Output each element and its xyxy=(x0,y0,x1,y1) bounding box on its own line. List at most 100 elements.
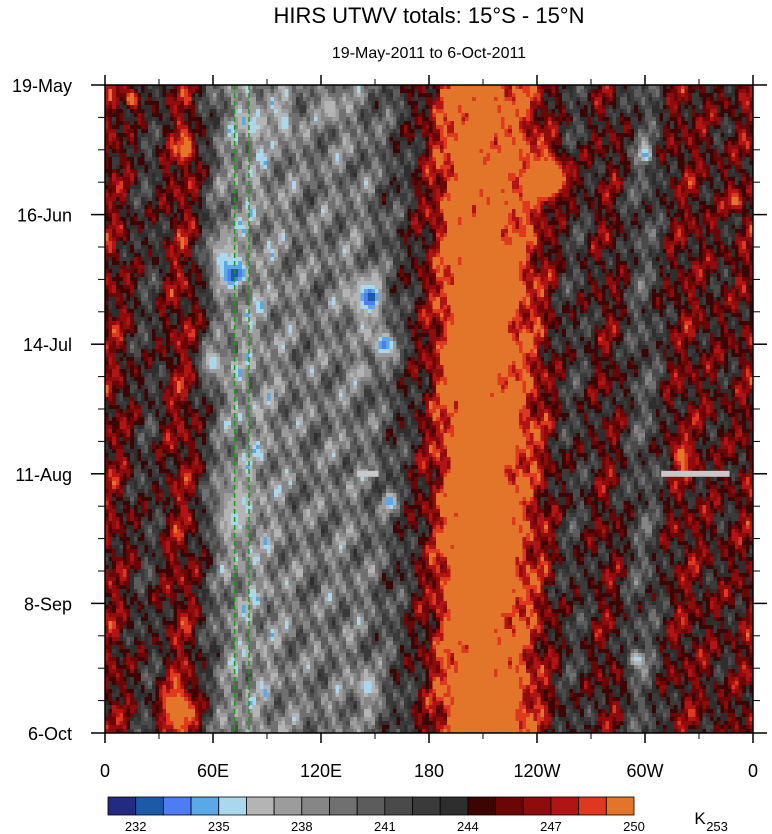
heatmap-cell xyxy=(501,97,505,101)
heatmap-cell xyxy=(418,113,422,117)
heatmap-cell xyxy=(152,93,156,97)
heatmap-cell xyxy=(364,105,368,109)
heatmap-cell xyxy=(155,109,159,113)
heatmap-cell xyxy=(652,109,656,113)
heatmap-cell xyxy=(692,125,696,129)
heatmap-cell xyxy=(706,121,710,125)
heatmap-cell xyxy=(321,121,325,125)
heatmap-cell xyxy=(501,105,505,109)
heatmap-cell xyxy=(490,125,494,129)
heatmap-cell xyxy=(314,109,318,113)
heatmap-cell xyxy=(505,117,509,121)
heatmap-cell xyxy=(523,105,527,109)
heatmap-cell xyxy=(739,97,743,101)
heatmap-cell xyxy=(271,101,275,105)
heatmap-cell xyxy=(548,101,552,105)
heatmap-cell xyxy=(533,109,537,113)
heatmap-cell xyxy=(263,97,267,101)
heatmap-cell xyxy=(335,109,339,113)
heatmap-cell xyxy=(119,113,123,117)
heatmap-cell xyxy=(667,89,671,93)
heatmap-cell xyxy=(447,113,451,117)
heatmap-cell xyxy=(663,105,667,109)
heatmap-cell xyxy=(127,113,131,117)
heatmap-cell xyxy=(458,117,462,121)
heatmap-cell xyxy=(325,117,329,121)
heatmap-cell xyxy=(670,121,674,125)
heatmap-cell xyxy=(407,97,411,101)
heatmap-cell xyxy=(638,93,642,97)
heatmap-cell xyxy=(314,113,318,117)
heatmap-cell xyxy=(598,125,602,129)
heatmap-cell xyxy=(127,93,131,97)
heatmap-cell xyxy=(184,97,188,101)
heatmap-cell xyxy=(602,101,606,105)
heatmap-cell xyxy=(674,121,678,125)
heatmap-cell xyxy=(307,105,311,109)
heatmap-cell xyxy=(271,121,275,125)
heatmap-cell xyxy=(688,121,692,125)
heatmap-cell xyxy=(541,109,545,113)
heatmap-cell xyxy=(663,121,667,125)
heatmap-cell xyxy=(278,109,282,113)
heatmap-cell xyxy=(299,109,303,113)
heatmap-cell xyxy=(544,101,548,105)
heatmap-cell xyxy=(656,93,660,97)
heatmap-cell xyxy=(364,113,368,117)
heatmap-cell xyxy=(573,121,577,125)
heatmap-cell xyxy=(458,121,462,125)
heatmap-cell xyxy=(706,117,710,121)
heatmap-cell xyxy=(627,117,631,121)
heatmap-cell xyxy=(595,125,599,129)
heatmap-cell xyxy=(148,125,152,129)
heatmap-cell xyxy=(418,109,422,113)
heatmap-cell xyxy=(173,125,177,129)
heatmap-cell xyxy=(163,121,167,125)
heatmap-cell xyxy=(735,121,739,125)
heatmap-cell xyxy=(472,125,476,129)
heatmap-cell xyxy=(562,117,566,121)
heatmap-cell xyxy=(667,105,671,109)
heatmap-cell xyxy=(559,113,563,117)
heatmap-cell xyxy=(375,89,379,93)
heatmap-cell xyxy=(400,97,404,101)
heatmap-cell xyxy=(641,109,645,113)
heatmap-cell xyxy=(332,125,336,129)
heatmap-cell xyxy=(227,121,231,125)
heatmap-cell xyxy=(548,121,552,125)
heatmap-cell xyxy=(731,109,735,113)
heatmap-cell xyxy=(440,89,444,93)
heatmap-cell xyxy=(379,101,383,105)
heatmap-cell xyxy=(263,89,267,93)
heatmap-cell xyxy=(109,113,113,117)
heatmap-cell xyxy=(652,97,656,101)
heatmap-cell xyxy=(433,113,437,117)
heatmap-cell xyxy=(353,97,357,101)
heatmap-cell xyxy=(688,117,692,121)
heatmap-cell xyxy=(706,125,710,129)
heatmap-cell xyxy=(202,105,206,109)
heatmap-cell xyxy=(371,97,375,101)
heatmap-cell xyxy=(159,101,163,105)
heatmap-cell xyxy=(130,105,134,109)
heatmap-cell xyxy=(519,113,523,117)
heatmap-cell xyxy=(220,121,224,125)
heatmap-cell xyxy=(382,121,386,125)
heatmap-cell xyxy=(127,101,131,105)
heatmap-cell xyxy=(631,121,635,125)
heatmap-cell xyxy=(487,125,491,129)
heatmap-cell xyxy=(328,101,332,105)
heatmap-cell xyxy=(371,93,375,97)
heatmap-cell xyxy=(674,105,678,109)
heatmap-cell xyxy=(724,113,728,117)
heatmap-cell xyxy=(170,117,174,121)
heatmap-cell xyxy=(713,101,717,105)
heatmap-cell xyxy=(281,125,285,129)
heatmap-cell xyxy=(389,117,393,121)
heatmap-cell xyxy=(641,125,645,129)
heatmap-cell xyxy=(274,89,278,93)
heatmap-cell xyxy=(605,89,609,93)
heatmap-cell xyxy=(533,101,537,105)
heatmap-cell xyxy=(145,105,149,109)
heatmap-cells xyxy=(105,85,753,733)
